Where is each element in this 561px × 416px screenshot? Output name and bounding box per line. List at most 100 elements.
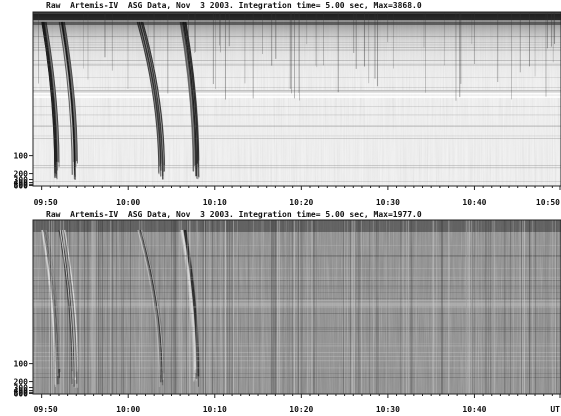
panel-2-y-tick-label: 200 <box>14 378 29 387</box>
radio-burst-stroke <box>45 229 60 370</box>
radio-burst-stroke <box>140 229 164 386</box>
radio-burst-stroke <box>182 229 198 379</box>
radio-burst-stroke <box>45 229 60 385</box>
radio-burst-stroke <box>137 229 161 370</box>
radio-burst-stroke <box>41 21 56 179</box>
radio-burst-stroke <box>61 21 76 171</box>
radio-burst-stroke <box>183 229 198 376</box>
panel-2-y-tick-label: 400 <box>14 387 29 396</box>
radio-burst-stroke <box>139 229 163 383</box>
radio-burst-stroke <box>138 229 161 380</box>
radio-burst-stroke <box>140 21 164 180</box>
radio-burst-stroke <box>58 229 73 372</box>
radio-burst-stroke <box>138 229 162 383</box>
radio-burst-stroke <box>138 229 162 379</box>
radio-burst-stroke <box>61 229 77 380</box>
radio-burst-stroke <box>46 229 61 372</box>
radio-burst-stroke <box>183 21 198 177</box>
radio-burst-stroke <box>182 229 197 370</box>
radio-burst-stroke <box>137 21 160 167</box>
radio-burst-stroke <box>182 21 197 177</box>
panel-2-frame <box>32 219 561 395</box>
radio-burst-stroke <box>63 229 78 372</box>
panel-2-y-tick-label: 300 <box>14 384 29 393</box>
panel-1-y-tick-label: 100 <box>14 152 29 161</box>
radio-burst-stroke <box>59 229 74 379</box>
panel-2-x-tick-label: 10:30 <box>376 405 400 414</box>
radio-burst-stroke <box>140 229 163 372</box>
radio-burst-stroke <box>142 21 165 166</box>
radio-burst-stroke <box>60 229 75 387</box>
radio-burst-stroke <box>183 21 197 179</box>
radio-burst-stroke <box>45 21 60 163</box>
panel-2-x-tick-label: UT <box>550 405 560 414</box>
radio-burst-stroke <box>136 21 160 173</box>
radio-burst-stroke <box>61 21 77 167</box>
panel-1-y-tick-label: 200 <box>14 170 29 179</box>
radio-burst-stroke <box>141 229 165 379</box>
radio-burst-stroke <box>63 21 78 162</box>
radio-burst-stroke <box>137 229 161 388</box>
panel-1-plot-area <box>33 12 561 186</box>
radio-burst-stroke <box>44 21 59 162</box>
radio-burst-stroke <box>184 229 199 377</box>
panel-1-x-tick-label: 10:20 <box>289 198 313 207</box>
panel-2-x-tick-label: 10:40 <box>462 405 486 414</box>
panel-2-plot-area <box>33 220 561 394</box>
panel-1-y-tick-label: 300 <box>14 176 29 185</box>
radio-burst-stroke <box>140 229 164 381</box>
radio-burst-stroke <box>42 21 57 177</box>
radio-burst-stroke <box>46 229 61 369</box>
radio-burst-stroke <box>43 21 59 171</box>
radio-burst-stroke <box>59 21 73 175</box>
radio-burst-stroke <box>58 21 73 175</box>
radio-burst-stroke <box>44 229 60 377</box>
radio-burst-stroke <box>41 229 56 385</box>
radio-burst-stroke <box>42 21 58 178</box>
radio-burst-stroke <box>42 21 57 175</box>
radio-burst-stroke <box>141 229 165 374</box>
radio-burst-stroke <box>43 21 58 180</box>
radio-burst-stroke <box>63 229 79 388</box>
radio-burst-stroke <box>179 21 195 172</box>
panel-2-y-tick-label: 500 <box>14 388 29 397</box>
radio-burst-stroke <box>59 21 75 163</box>
radio-burst-stroke <box>63 229 78 384</box>
panel-2-x-tick-label: 10:20 <box>289 405 313 414</box>
radio-burst-stroke <box>45 229 61 378</box>
panel-1-y-tick-label: 400 <box>14 179 29 188</box>
radio-burst-stroke <box>181 229 196 371</box>
panel-1-x-tick-label: 10:00 <box>116 198 140 207</box>
radio-burst-stroke <box>58 229 73 385</box>
panel-1-x-tick-label: 09:50 <box>34 198 58 207</box>
panel-1-title: Raw Artemis-IV ASG Data, Nov 3 2003. Int… <box>46 1 422 10</box>
radio-burst-stroke <box>183 21 198 164</box>
panel-1-x-tick-label: 10:30 <box>376 198 400 207</box>
panel-1-x-tick-label: 10:10 <box>203 198 227 207</box>
panel-2-title: Raw Artemis-IV ASG Data, Nov 3 2003. Int… <box>46 210 422 219</box>
radio-burst-stroke <box>44 229 59 377</box>
radio-burst-stroke <box>138 21 162 177</box>
panel-1-x-tick-label: 10:50 <box>536 198 560 207</box>
panel-1-x-tick-label: 10:40 <box>462 198 486 207</box>
panel-1-y-tick-label: 500 <box>14 180 29 189</box>
radio-burst-stroke <box>180 229 196 378</box>
panel-1-y-tick-label: 600 <box>14 182 29 191</box>
radio-burst-stroke <box>185 21 200 178</box>
radio-burst-stroke <box>45 229 60 379</box>
radio-burst-stroke <box>42 21 58 162</box>
radio-burst-stroke <box>180 229 195 376</box>
panel-2-y-tick-label: 100 <box>14 360 29 369</box>
radio-burst-stroke <box>179 21 194 173</box>
radio-burst-stroke <box>139 229 163 372</box>
panel-1-frame <box>32 11 561 187</box>
radio-burst-stroke <box>183 229 198 379</box>
panel-2-y-tick-label: 600 <box>14 390 29 399</box>
radio-burst-stroke <box>138 229 162 376</box>
panel-2-x-tick-label: 10:00 <box>116 405 140 414</box>
panel-2-x-tick-label: 09:50 <box>34 405 58 414</box>
radio-burst-stroke <box>180 21 195 167</box>
radio-burst-stroke <box>42 21 58 163</box>
radio-burst-stroke <box>141 229 164 379</box>
